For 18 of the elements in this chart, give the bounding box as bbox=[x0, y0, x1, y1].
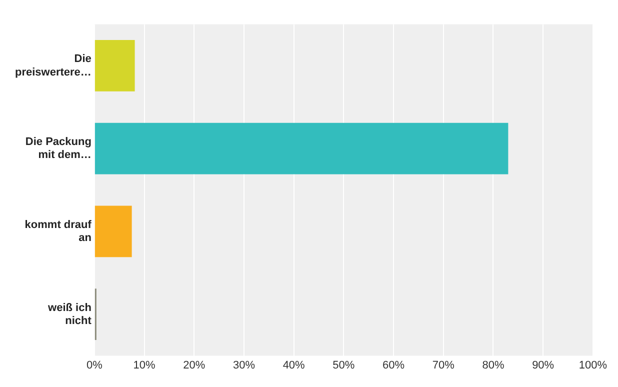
x-tick-label: 50% bbox=[332, 359, 355, 372]
x-tick-label: 30% bbox=[232, 359, 256, 372]
x-tick-label: 0% bbox=[86, 359, 103, 372]
bar bbox=[94, 206, 132, 258]
bar bbox=[94, 122, 508, 174]
x-tick-label: 40% bbox=[282, 359, 306, 372]
y-tick-label: Die Packung mit dem… bbox=[25, 136, 92, 162]
x-tick-label: 60% bbox=[382, 359, 405, 372]
bar bbox=[94, 40, 135, 92]
x-tick-label: 90% bbox=[532, 359, 554, 372]
x-tick-label: 80% bbox=[482, 359, 504, 372]
y-tick-label: weiß ich nicht bbox=[47, 302, 92, 327]
x-tick-label: 20% bbox=[183, 359, 206, 372]
x-tick-label: 70% bbox=[432, 359, 455, 372]
x-tick-label: 100% bbox=[578, 359, 608, 372]
y-tick-label: Die preiswertere… bbox=[14, 53, 92, 78]
y-tick-label: kommt drauf an bbox=[24, 218, 92, 244]
x-tick-label: 10% bbox=[133, 359, 156, 372]
